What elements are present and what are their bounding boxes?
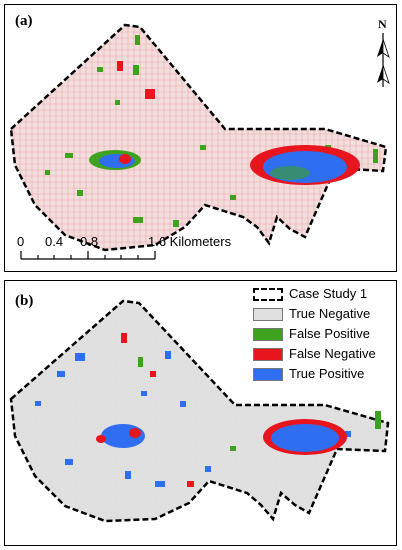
scale-tick-3: 1.6 Kilometers <box>148 234 232 249</box>
detection-cluster-west-b <box>96 424 145 448</box>
scale-tick-2: 0.8 <box>80 234 99 249</box>
map-a-canvas <box>9 23 390 260</box>
north-label: N <box>378 17 387 31</box>
detection-cluster-east-b <box>263 419 347 455</box>
scale-bar <box>20 251 156 260</box>
detection-cluster-west-a <box>89 150 141 170</box>
scale-tick-0: 0 <box>17 234 25 249</box>
legend-item-true-positive: True Positive <box>251 365 397 385</box>
north-arrow-icon <box>377 33 390 87</box>
legend-label: True Positive <box>289 366 365 381</box>
study-area-a <box>9 23 388 252</box>
legend-swatch-true-negative <box>253 308 283 321</box>
legend-label: Case Study 1 <box>289 286 368 301</box>
legend-label: False Negative <box>289 346 376 361</box>
legend-item-false-positive: False Positive <box>251 325 397 345</box>
false-positive-areas-b <box>138 357 381 451</box>
false-negative-areas-b <box>121 333 194 487</box>
legend-item-false-negative: False Negative <box>251 345 397 365</box>
map-panel-a: (a) <box>4 4 397 272</box>
scale-tick-1: 0.4 <box>45 234 64 249</box>
panel-label-b: (b) <box>15 293 34 309</box>
legend-label: True Negative <box>289 306 371 321</box>
legend-swatch-case-study <box>253 288 283 301</box>
legend-swatch-true-positive <box>253 368 283 381</box>
legend-item-case-study: Case Study 1 <box>251 285 397 305</box>
legend-swatch-false-negative <box>253 348 283 361</box>
legend-swatch-false-positive <box>253 328 283 341</box>
study-area-b <box>9 299 390 523</box>
detection-cluster-east-a <box>250 145 360 185</box>
legend-label: False Positive <box>289 326 370 341</box>
map-b-canvas <box>9 299 390 523</box>
true-positive-buildings-b <box>35 351 351 487</box>
panel-label-a: (a) <box>15 13 33 29</box>
map-panel-b: (b) <box>4 280 397 546</box>
legend: Case Study 1 True Negative False Positiv… <box>251 285 397 385</box>
legend-item-true-negative: True Negative <box>251 305 397 325</box>
small-objects-a <box>117 61 155 99</box>
